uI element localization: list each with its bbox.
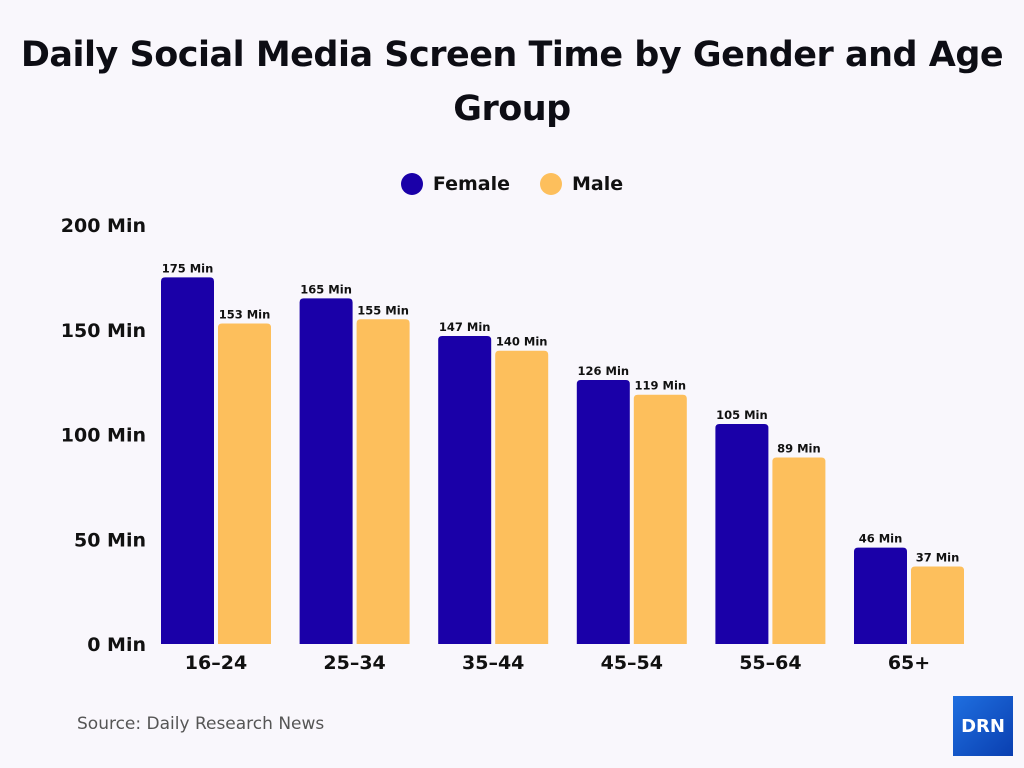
legend-label: Male [571, 173, 624, 195]
bar-male [911, 566, 964, 644]
data-label: 119 Min [635, 379, 687, 393]
legend: Female Male [0, 173, 1024, 195]
bar-male [218, 323, 271, 644]
y-tick-label: 200 Min [61, 215, 146, 237]
data-label: 89 Min [777, 442, 821, 456]
bar-male [356, 319, 410, 644]
legend-swatch-male [539, 173, 562, 195]
bar-female [854, 547, 907, 644]
y-tick-label: 0 Min [87, 634, 146, 656]
x-tick-label: 45–54 [601, 652, 663, 674]
data-label: 147 Min [439, 320, 491, 334]
y-tick-label: 50 Min [74, 529, 146, 551]
data-label: 46 Min [859, 532, 903, 546]
data-label: 126 Min [578, 364, 630, 378]
legend-item-male: Male [539, 173, 624, 195]
data-label: 140 Min [496, 335, 548, 349]
y-tick-label: 100 Min [61, 425, 146, 447]
data-label: 155 Min [357, 303, 409, 317]
x-tick-label: 65+ [888, 652, 930, 674]
legend-label: Female [432, 173, 510, 195]
x-tick-label: 25–34 [323, 652, 385, 674]
bar-female [299, 298, 353, 644]
data-label: 165 Min [300, 282, 352, 296]
legend-swatch-female [400, 173, 423, 195]
bar-female [161, 277, 214, 644]
data-label: 153 Min [219, 307, 271, 321]
logo-text: DRN [961, 715, 1005, 737]
bar-male [495, 350, 549, 644]
data-label: 105 Min [716, 408, 768, 422]
y-tick-label: 150 Min [61, 320, 146, 342]
x-tick-label: 16–24 [185, 652, 247, 674]
x-tick-label: 55–64 [739, 652, 801, 674]
bar-female [576, 380, 630, 644]
x-tick-label: 35–44 [462, 652, 524, 674]
source-note: Source: Daily Research News [77, 714, 325, 734]
bar-female [715, 424, 769, 644]
bar-male [772, 457, 826, 644]
bar-male [633, 394, 687, 644]
legend-item-female: Female [400, 173, 510, 195]
bar-female [438, 336, 492, 644]
data-label: 37 Min [916, 550, 960, 564]
data-label: 175 Min [162, 261, 214, 275]
drn-logo: DRN [953, 696, 1013, 756]
chart-title: Daily Social Media Screen Time by Gender… [20, 35, 1004, 129]
